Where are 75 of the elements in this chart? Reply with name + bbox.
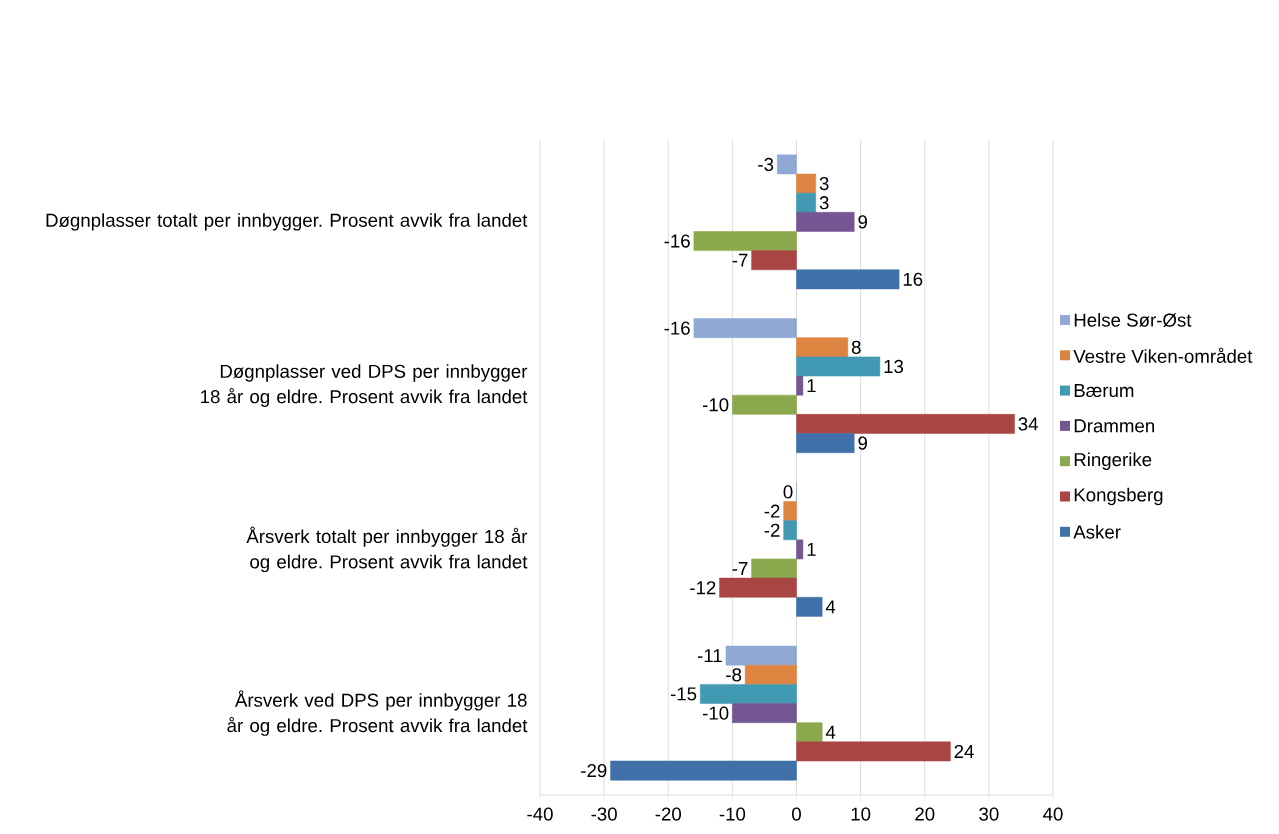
data-label: -16 xyxy=(664,321,690,335)
bar xyxy=(796,269,900,290)
y-tick-label: Døgnplasser ved DPS per innbygger 18 år og eldre. Prosent avvik fra landet xyxy=(201,364,528,407)
x-tick-label: 10 xyxy=(851,807,871,821)
x-tick-label: 40 xyxy=(1043,807,1063,821)
data-label: -11 xyxy=(697,649,722,663)
bar xyxy=(693,318,797,338)
bar xyxy=(796,375,804,396)
x-tick-label: 20 xyxy=(915,807,935,821)
bar xyxy=(751,250,797,271)
data-label: 9 xyxy=(858,215,867,229)
data-label: 8 xyxy=(851,340,861,354)
bar xyxy=(610,760,797,781)
data-label: -10 xyxy=(702,706,729,720)
bar xyxy=(796,356,881,377)
legend-label: Drammen xyxy=(1074,419,1154,433)
bar xyxy=(744,664,797,685)
x-tick-label: -40 xyxy=(527,807,553,821)
bar xyxy=(776,154,797,175)
bar xyxy=(783,520,797,541)
data-label: 13 xyxy=(884,359,904,374)
data-label: 34 xyxy=(1018,417,1038,431)
data-label: 4 xyxy=(825,600,836,614)
x-tick-label: -20 xyxy=(655,807,682,821)
bar xyxy=(783,501,797,521)
bar xyxy=(796,173,816,194)
legend-label: Bærum xyxy=(1074,384,1134,398)
legend-label: Ringerike xyxy=(1074,452,1152,470)
y-tick-label: Årsverk totalt per innbygger 18 år og eldre. Prosent avvik fra landet xyxy=(246,526,528,573)
legend-label: Kongsberg xyxy=(1074,487,1163,506)
x-tick-label: 0 xyxy=(792,807,801,821)
bar xyxy=(796,596,823,617)
x-tick-label: -10 xyxy=(719,807,746,821)
data-label: -7 xyxy=(732,562,748,575)
bar xyxy=(796,741,951,762)
data-label: 0 xyxy=(783,485,793,499)
bar xyxy=(725,645,797,666)
bar xyxy=(732,703,797,723)
data-label: 1 xyxy=(807,542,816,556)
x-tick-label: -30 xyxy=(591,807,617,821)
data-label: -2 xyxy=(764,523,780,537)
legend-label: Helse Sør-Øst xyxy=(1074,312,1192,327)
data-label: -2 xyxy=(764,504,780,518)
bar xyxy=(796,722,823,743)
data-label: -29 xyxy=(581,763,607,778)
bar xyxy=(693,231,797,251)
bar xyxy=(796,192,816,213)
data-label: 9 xyxy=(858,436,867,450)
data-label: 4 xyxy=(825,725,836,739)
bar xyxy=(796,539,804,560)
data-label: 1 xyxy=(807,379,816,393)
y-tick-label: Årsverk ved DPS per innbygger 18 år og eldre. Prosent avvik fra landet xyxy=(227,690,528,736)
bar xyxy=(796,414,1015,434)
bar xyxy=(796,433,855,453)
bar xyxy=(732,394,797,415)
data-label: -7 xyxy=(732,253,748,267)
x-tick-label: 30 xyxy=(979,807,999,821)
data-label: 3 xyxy=(819,196,829,210)
bar xyxy=(719,577,797,598)
data-label: 24 xyxy=(954,744,974,758)
data-label: -16 xyxy=(664,234,690,248)
data-label: -10 xyxy=(702,398,729,412)
y-tick-label: Døgnplasser totalt per innbygger. Prosent avvik fra landet xyxy=(46,213,528,231)
data-label: -3 xyxy=(758,157,774,172)
bar xyxy=(751,558,797,579)
bar xyxy=(700,684,797,704)
legend-label: Vestre Viken-området xyxy=(1073,347,1253,363)
data-label: -12 xyxy=(690,581,716,595)
data-label: -8 xyxy=(726,668,742,682)
bar xyxy=(796,337,849,358)
bar xyxy=(796,212,855,232)
data-label: -15 xyxy=(670,687,697,701)
data-label: 3 xyxy=(819,176,829,191)
data-label: 16 xyxy=(903,272,923,286)
legend-label: Asker xyxy=(1073,524,1121,539)
